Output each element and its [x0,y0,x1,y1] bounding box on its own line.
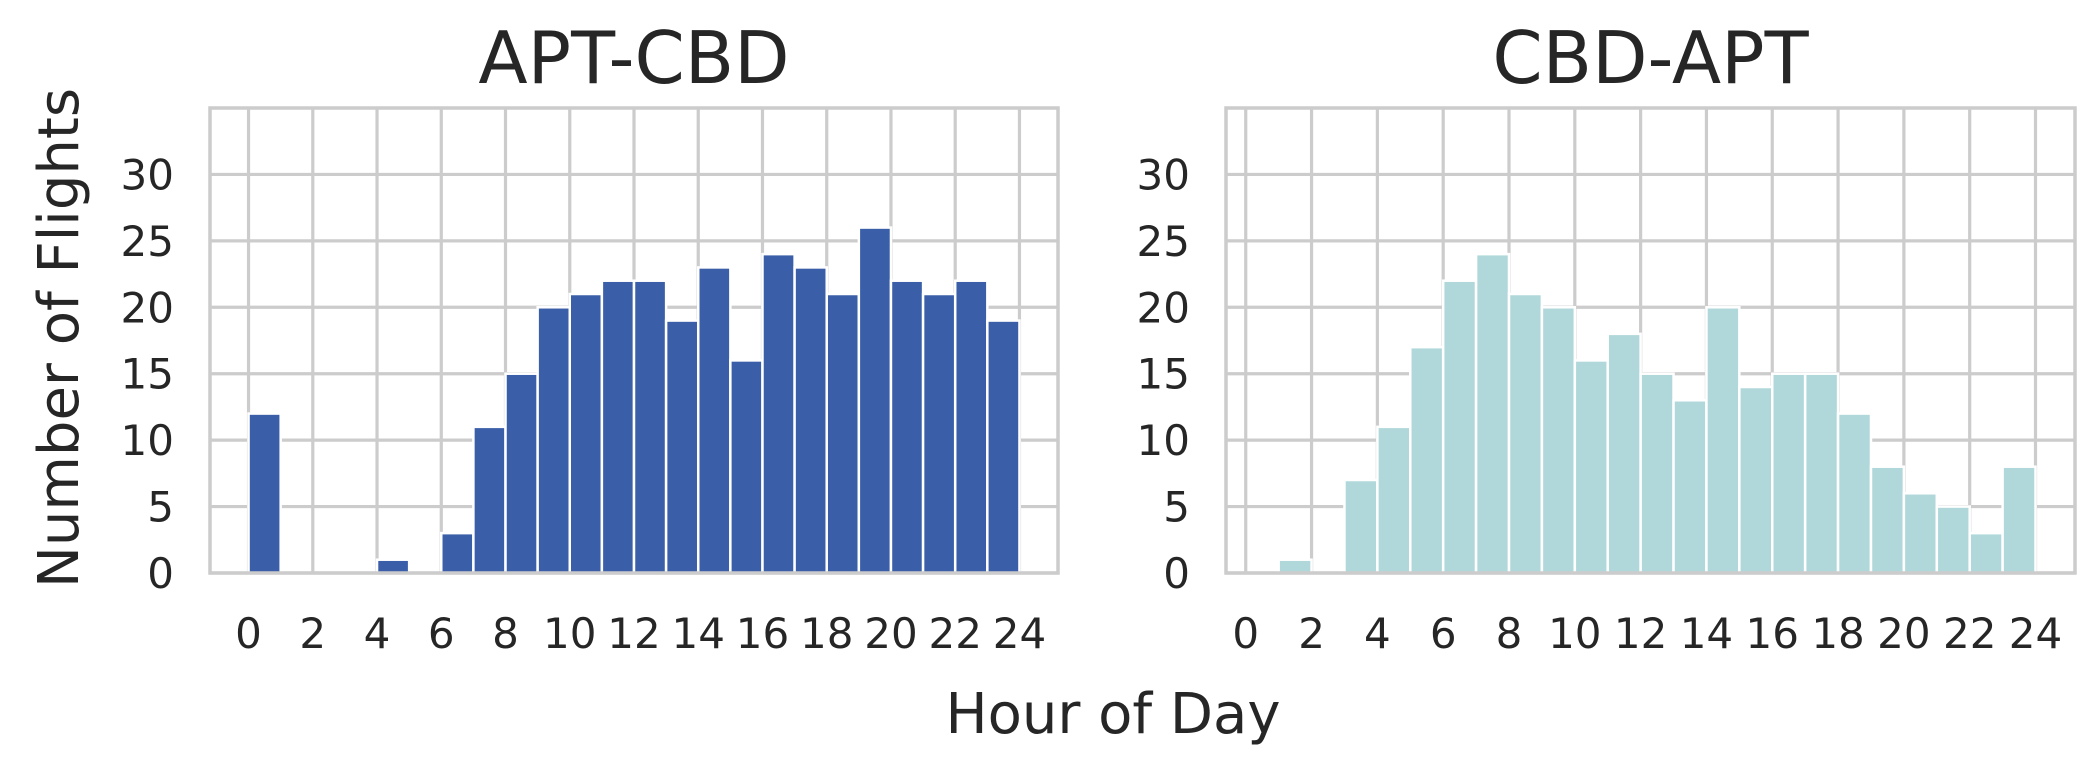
histogram-bar [1705,306,1741,575]
histogram-bar [986,319,1021,575]
x-tick-label: 6 [1430,609,1457,658]
x-tick-label: 14 [1680,609,1733,658]
histogram-bar [1935,505,1971,575]
histogram-bar [247,412,282,575]
histogram-bar [1343,478,1379,575]
x-tick-label: 4 [364,609,391,658]
histogram-bar [1968,531,2004,575]
histogram-bar [1869,465,1906,575]
x-tick-label: 4 [1364,609,1391,658]
y-tick-label: 15 [1137,350,1190,399]
plot-frame [208,106,1060,575]
y-tick-label: 5 [147,483,174,532]
histogram-bar [375,558,411,575]
histogram-bar [1836,412,1873,575]
histogram-bar [2001,465,2037,575]
histogram-bar [1639,372,1675,575]
histogram-bar [889,279,925,575]
x-tick-label: 10 [1548,609,1601,658]
y-axis-label: Number of Flights [27,88,92,588]
histogram-bar [1540,306,1577,575]
histogram-bar [1902,492,1939,575]
histogram-bar [1277,558,1313,575]
histogram-bar [568,292,604,575]
histogram-bar [600,279,636,575]
x-tick-label: 20 [864,609,917,658]
histogram-bar [793,266,828,575]
x-axis-label: Hour of Day [945,682,1280,747]
histogram-bar [472,425,507,575]
x-tick-label: 18 [1811,609,1864,658]
y-tick-label: 15 [121,350,174,399]
histogram-bar [825,292,861,575]
histogram-bar [1573,359,1609,575]
x-tick-label: 24 [2009,609,2062,658]
histogram-bar [536,306,572,575]
histogram-bar [1606,332,1642,575]
histogram-bar [1771,372,1807,575]
histogram-bar [1441,279,1478,575]
histogram-bar [1376,425,1412,575]
histogram-bar [1507,292,1544,575]
y-tick-label: 5 [1163,483,1190,532]
histogram-bar [857,226,893,575]
histogram-bar [953,279,989,575]
x-tick-label: 22 [928,609,981,658]
y-tick-label: 25 [1137,217,1190,266]
chart-title: CBD-APT [1492,16,1809,100]
histogram-bar [1803,372,1840,575]
histogram-bar [696,266,732,575]
x-tick-label: 24 [993,609,1046,658]
histogram-bar [632,279,668,575]
x-tick-label: 8 [1496,609,1523,658]
histogram-bar [921,292,957,575]
x-tick-label: 16 [1746,609,1799,658]
x-tick-label: 12 [607,609,660,658]
x-tick-label: 8 [492,609,519,658]
histogram-bar [1738,385,1774,575]
y-tick-label: 30 [1137,150,1190,199]
histogram-bar [1409,345,1445,575]
plot-frame [1224,106,2077,575]
x-tick-label: 6 [428,609,455,658]
x-tick-label: 22 [1943,609,1996,658]
y-tick-label: 10 [1137,416,1190,465]
y-tick-label: 0 [1163,549,1190,598]
chart-title: APT-CBD [478,16,789,100]
histogram-bar [761,252,796,575]
x-tick-label: 2 [299,609,326,658]
y-tick-label: 30 [121,150,174,199]
histogram-bar [664,319,700,575]
histogram-bar [440,531,475,575]
histogram-bar [729,359,764,575]
x-tick-label: 0 [235,609,262,658]
x-tick-label: 0 [1232,609,1259,658]
y-tick-label: 20 [1137,283,1190,332]
y-tick-label: 25 [121,217,174,266]
x-tick-label: 16 [736,609,789,658]
y-tick-label: 20 [121,283,174,332]
x-tick-label: 2 [1298,609,1325,658]
x-tick-label: 18 [800,609,853,658]
histogram-bar [1672,399,1708,575]
histogram-bar [504,372,539,575]
x-tick-label: 20 [1877,609,1930,658]
y-tick-label: 0 [147,549,174,598]
histogram-bar [1474,252,1511,575]
x-tick-label: 12 [1614,609,1667,658]
x-tick-label: 14 [672,609,725,658]
x-tick-label: 10 [543,609,596,658]
y-tick-label: 10 [121,416,174,465]
